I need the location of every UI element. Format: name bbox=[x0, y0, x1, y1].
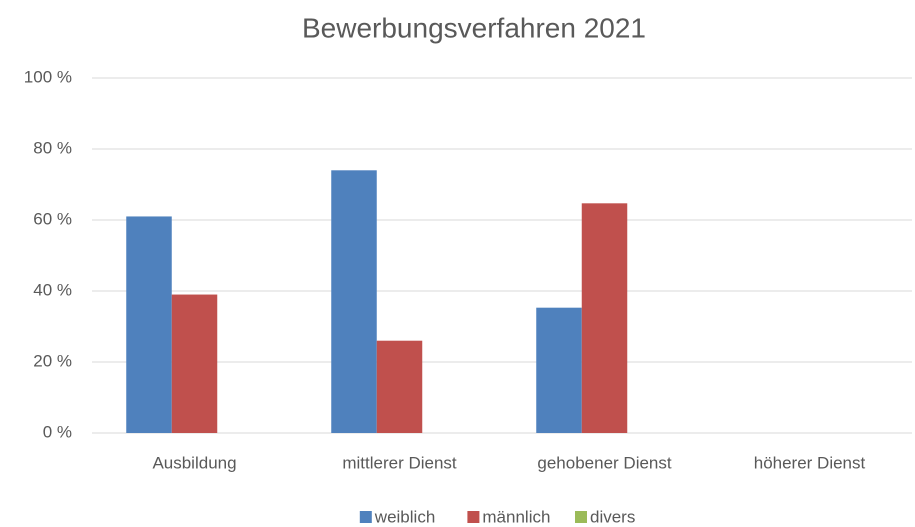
legend-label: männlich bbox=[482, 507, 550, 526]
bar bbox=[331, 170, 377, 434]
x-tick-label: gehobener Dienst bbox=[537, 453, 671, 472]
legend-label: weiblich bbox=[374, 507, 435, 526]
legend-swatch bbox=[575, 511, 587, 523]
legend-label: divers bbox=[590, 507, 635, 526]
chart-title: Bewerbungsverfahren 2021 bbox=[302, 12, 646, 43]
bar bbox=[126, 216, 172, 433]
legend-swatch bbox=[467, 511, 480, 523]
bar bbox=[536, 307, 582, 433]
y-tick-label: 40 % bbox=[33, 280, 72, 299]
y-tick-label: 80 % bbox=[33, 138, 72, 157]
bar bbox=[171, 294, 218, 433]
y-tick-label: 20 % bbox=[33, 351, 72, 370]
bar bbox=[376, 340, 423, 433]
bar bbox=[581, 203, 628, 433]
x-tick-label: höherer Dienst bbox=[754, 453, 866, 472]
y-tick-label: 60 % bbox=[33, 209, 72, 228]
y-tick-label: 0 % bbox=[43, 422, 72, 441]
x-tick-label: mittlerer Dienst bbox=[342, 453, 457, 472]
x-tick-label: Ausbildung bbox=[152, 453, 236, 472]
y-tick-label: 100 % bbox=[24, 67, 72, 86]
legend-swatch bbox=[359, 511, 372, 523]
